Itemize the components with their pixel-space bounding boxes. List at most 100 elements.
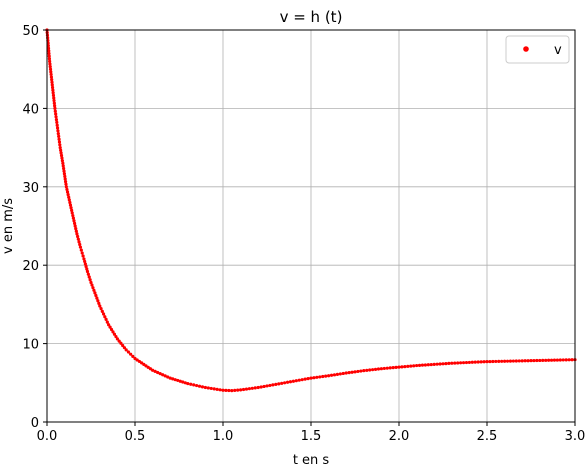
- data-point-fill: [99, 307, 103, 311]
- data-point-fill: [470, 360, 474, 364]
- data-point-fill: [315, 375, 319, 379]
- data-point-fill: [253, 386, 257, 390]
- data-point-fill: [426, 363, 430, 367]
- data-point-fill: [64, 182, 68, 186]
- data-point-fill: [250, 386, 254, 390]
- x-tick-label: 2.5: [477, 429, 498, 444]
- data-point-fill: [153, 369, 157, 373]
- data-point-fill: [52, 96, 56, 100]
- data-point-fill: [456, 361, 460, 365]
- data-point-fill: [461, 361, 466, 365]
- data-point-fill: [52, 98, 56, 103]
- data-point: [107, 323, 111, 327]
- data-point-fill: [283, 381, 287, 385]
- data-point-fill: [76, 237, 80, 241]
- data-point-fill: [57, 137, 61, 141]
- data-point-fill: [51, 91, 55, 95]
- data-point-fill: [117, 339, 121, 343]
- data-point-fill: [47, 57, 52, 61]
- data-point-fill: [570, 358, 574, 362]
- data-point: [274, 382, 278, 386]
- data-point-fill: [105, 320, 109, 324]
- data-point: [50, 83, 54, 87]
- data-point-fill: [70, 208, 74, 212]
- data-point-fill: [55, 123, 59, 127]
- data-point: [71, 216, 75, 220]
- data-point-fill: [101, 312, 106, 316]
- x-tick-label: 0.5: [125, 429, 146, 444]
- data-point-fill: [87, 275, 91, 279]
- data-point-fill: [215, 387, 219, 391]
- data-point-fill: [56, 129, 60, 133]
- data-point-fill: [517, 359, 521, 363]
- data-point-fill: [529, 359, 533, 363]
- data-point-fill: [200, 385, 205, 389]
- data-point: [291, 379, 295, 383]
- data-point-fill: [479, 360, 483, 364]
- data-point-fill: [67, 195, 71, 199]
- data-point-fill: [356, 369, 360, 374]
- data-point-fill: [161, 373, 165, 377]
- data-point-fill: [312, 376, 316, 380]
- data-point-fill: [505, 359, 510, 363]
- data-point-fill: [72, 219, 76, 223]
- data-point-fill: [227, 388, 231, 393]
- y-tick-label: 30: [22, 181, 39, 196]
- data-point-fill: [268, 383, 272, 388]
- data-point-fill: [406, 364, 410, 368]
- data-point-fill: [63, 179, 68, 184]
- data-point-fill: [126, 350, 130, 354]
- data-point-fill: [93, 291, 97, 295]
- data-point-fill: [244, 387, 249, 391]
- data-point-fill: [473, 360, 477, 364]
- data-point: [309, 376, 313, 380]
- data-point-fill: [76, 234, 80, 239]
- data-point-fill: [88, 278, 92, 282]
- data-point-fill: [83, 259, 87, 264]
- legend: v: [505, 35, 570, 64]
- data-point-fill: [50, 78, 54, 82]
- data-point-fill: [65, 190, 70, 194]
- data-point: [450, 361, 454, 365]
- data-point-fill: [112, 332, 117, 336]
- data-point-fill: [62, 172, 67, 176]
- data-point-fill: [241, 387, 246, 392]
- data-point-fill: [552, 358, 557, 362]
- data-point: [221, 388, 225, 392]
- data-point: [555, 358, 560, 362]
- data-point-fill: [63, 177, 67, 181]
- data-point-fill: [51, 93, 56, 97]
- x-tick-label: 3.0: [565, 429, 586, 444]
- data-point-fill: [447, 361, 451, 365]
- data-point: [230, 389, 234, 393]
- data-point-fill: [347, 371, 351, 375]
- data-point-fill: [218, 388, 222, 392]
- data-point-fill: [459, 361, 463, 365]
- data-point: [203, 385, 207, 390]
- legend-box: [505, 35, 570, 64]
- data-point-fill: [359, 369, 363, 373]
- data-point: [397, 365, 401, 369]
- data-point-fill: [46, 44, 50, 48]
- data-point-fill: [59, 151, 63, 155]
- data-point-fill: [171, 377, 175, 381]
- data-point-fill: [51, 88, 55, 92]
- data-point-fill: [47, 51, 51, 56]
- data-point: [467, 360, 471, 365]
- data-point-fill: [49, 70, 53, 74]
- data-point-fill: [54, 112, 58, 116]
- data-point-fill: [262, 384, 266, 389]
- data-point-fill: [176, 378, 180, 383]
- data-point-fill: [77, 240, 81, 244]
- data-point-fill: [92, 288, 96, 292]
- data-point-fill: [526, 359, 530, 363]
- data-point-fill: [66, 193, 70, 197]
- data-point-fill: [511, 359, 515, 363]
- data-point-fill: [84, 264, 88, 269]
- data-point-fill: [95, 296, 99, 300]
- data-point-fill: [90, 283, 94, 287]
- data-point-fill: [114, 334, 118, 339]
- data-point-fill: [189, 382, 193, 386]
- data-point-fill: [74, 229, 78, 233]
